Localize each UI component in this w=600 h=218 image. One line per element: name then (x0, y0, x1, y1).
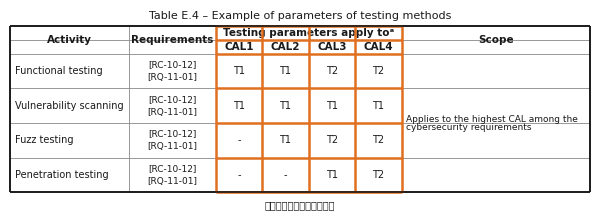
Text: Testing parameters apply toᵃ: Testing parameters apply toᵃ (223, 28, 394, 38)
Text: Scope: Scope (478, 35, 514, 45)
Text: T2: T2 (372, 66, 385, 76)
Text: T1: T1 (280, 66, 292, 76)
Text: T2: T2 (372, 135, 385, 145)
Text: T2: T2 (372, 170, 385, 180)
Text: T2: T2 (326, 66, 338, 76)
Text: [RC-10-12]
[RQ-11-01]: [RC-10-12] [RQ-11-01] (148, 61, 197, 82)
Text: Fuzz testing: Fuzz testing (15, 135, 74, 145)
Text: Vulnerability scanning: Vulnerability scanning (15, 101, 124, 111)
Text: T1: T1 (233, 66, 245, 76)
Text: CAL4: CAL4 (364, 42, 393, 52)
Text: T1: T1 (326, 101, 338, 111)
Text: CAL1: CAL1 (224, 42, 254, 52)
Text: CAL3: CAL3 (317, 42, 347, 52)
Text: -: - (284, 170, 287, 180)
Text: （本图片由飞斯柯罗提供）: （本图片由飞斯柯罗提供） (265, 200, 335, 210)
Text: -: - (238, 135, 241, 145)
Text: Functional testing: Functional testing (15, 66, 103, 76)
Text: [RC-10-12]
[RQ-11-01]: [RC-10-12] [RQ-11-01] (148, 129, 197, 151)
Text: cybersecurity requirements: cybersecurity requirements (407, 124, 532, 133)
Text: Activity: Activity (47, 35, 92, 45)
Text: T1: T1 (233, 101, 245, 111)
Text: Requirements: Requirements (131, 35, 214, 45)
Text: T1: T1 (280, 101, 292, 111)
Text: T2: T2 (326, 135, 338, 145)
Text: [RC-10-12]
[RQ-11-01]: [RC-10-12] [RQ-11-01] (148, 95, 197, 116)
Text: T1: T1 (372, 101, 384, 111)
Text: [RC-10-12]
[RQ-11-01]: [RC-10-12] [RQ-11-01] (148, 164, 197, 186)
Text: Table E.4 – Example of parameters of testing methods: Table E.4 – Example of parameters of tes… (149, 11, 451, 21)
Text: CAL2: CAL2 (271, 42, 300, 52)
Text: T1: T1 (280, 135, 292, 145)
Text: Applies to the highest CAL among the: Applies to the highest CAL among the (407, 114, 578, 124)
Text: -: - (238, 170, 241, 180)
Text: Penetration testing: Penetration testing (15, 170, 109, 180)
Text: T1: T1 (326, 170, 338, 180)
